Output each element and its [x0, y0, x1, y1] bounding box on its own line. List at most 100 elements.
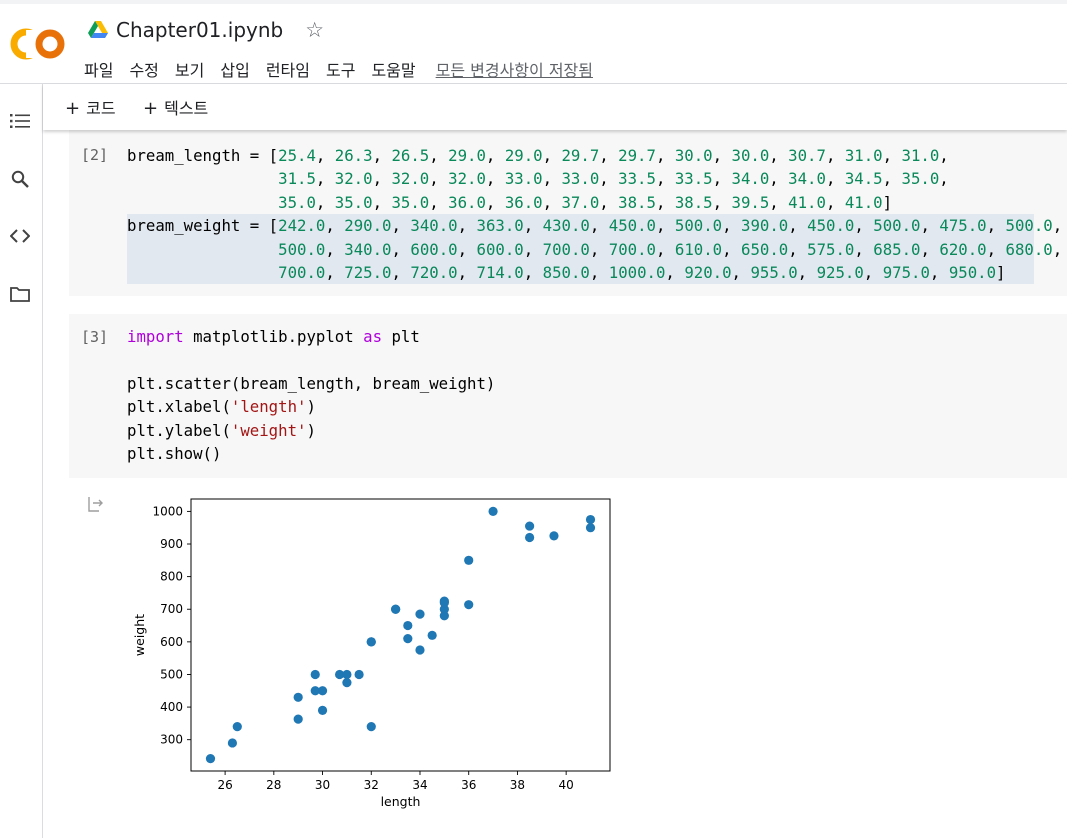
code-token-num: 600.0 [410, 239, 458, 259]
code-token: , [325, 262, 345, 282]
menu-help[interactable]: 도움말 [371, 61, 416, 80]
add-code-label: 코드 [86, 99, 116, 118]
code-token-num: 29.7 [618, 146, 656, 165]
search-icon[interactable] [9, 168, 31, 190]
google-drive-icon [88, 21, 108, 38]
code-token-num: 600.0 [476, 239, 524, 259]
code-token: , [457, 216, 477, 236]
x-tick-label: 36 [461, 778, 476, 792]
code-editor[interactable]: import matplotlib.pyplot as plt plt.scatt… [127, 325, 495, 465]
code-token-num: 32.0 [334, 169, 373, 189]
code-token-num: 35.0 [278, 192, 316, 212]
data-point [310, 686, 320, 696]
code-token: , [722, 239, 741, 259]
data-point [403, 620, 413, 631]
folder-icon[interactable] [9, 283, 31, 305]
code-token-num: 37.0 [561, 192, 600, 212]
code-token: , [372, 146, 392, 165]
code-token: , [854, 216, 874, 236]
code-token-num: 725.0 [344, 262, 392, 282]
code-token: , [712, 169, 732, 189]
data-point [525, 532, 535, 543]
star-icon[interactable]: ☆ [305, 17, 325, 42]
code-token-num: 925.0 [816, 262, 864, 282]
code-token-num: 850.0 [542, 262, 590, 282]
add-text-label: 텍스트 [164, 99, 209, 118]
code-token: , [769, 169, 789, 189]
code-token: , [825, 169, 845, 189]
code-token-num: 390.0 [741, 216, 789, 236]
code-token-num: 35.0 [391, 192, 430, 212]
menu-file[interactable]: 파일 [84, 61, 114, 80]
code-token-num: 35.0 [334, 192, 373, 212]
code-token-num: 475.0 [939, 216, 987, 236]
code-token-num: 34.0 [731, 169, 770, 189]
code-token: , [325, 216, 345, 236]
code-token-num: 41.0 [788, 192, 826, 212]
data-point [205, 754, 216, 764]
code-token: , [372, 192, 392, 212]
code-line: bream_length = [25.4, 26.3, 26.5, 29.0, … [127, 144, 1062, 167]
add-code-button[interactable]: + 코드 [65, 95, 116, 119]
menu-view[interactable]: 보기 [174, 61, 205, 80]
code-token-num: 975.0 [882, 262, 930, 282]
code-token: , [599, 169, 619, 189]
text-selection [127, 214, 1034, 284]
toc-icon[interactable] [9, 110, 31, 132]
y-tick-label: 900 [160, 537, 183, 551]
x-axis-label: length [381, 794, 421, 809]
code-token-num: 500.0 [278, 239, 326, 259]
code-token-num: 31.5 [278, 169, 316, 189]
code-token-num: 29.7 [561, 146, 600, 165]
code-token: , [542, 192, 562, 212]
data-point [227, 738, 238, 748]
data-point [439, 598, 449, 608]
code-token-num: 35.0 [901, 169, 940, 189]
code-token: , [315, 169, 335, 189]
code-token-num: 31.0 [844, 146, 883, 165]
code-token: , [797, 262, 817, 282]
data-point [391, 604, 401, 614]
code-token-num: 31.0 [901, 146, 940, 165]
save-status[interactable]: 모든 변경사항이 저장됨 [435, 61, 593, 80]
data-point [310, 669, 320, 680]
code-token: , [882, 169, 902, 189]
menu-insert[interactable]: 삽입 [220, 61, 250, 80]
code-cell-2[interactable]: [2] bream_length = [25.4, 26.3, 26.5, 29… [69, 130, 1067, 296]
x-tick-label: 40 [559, 778, 574, 792]
code-token-num: 33.0 [504, 169, 543, 189]
left-sidebar [0, 84, 43, 838]
code-token-num: 36.0 [504, 192, 543, 212]
code-editor[interactable]: bream_length = [25.4, 26.3, 26.5, 29.0, … [127, 144, 1062, 284]
code-token: , [665, 262, 685, 282]
code-token-num: 610.0 [674, 239, 723, 259]
code-token: , [485, 192, 505, 212]
menu-runtime[interactable]: 런타임 [265, 61, 310, 80]
code-token-num: 500.0 [1005, 216, 1053, 236]
menu-edit[interactable]: 수정 [129, 61, 159, 80]
code-token: , [523, 216, 543, 236]
output-actions-icon[interactable] [87, 495, 105, 513]
code-token-kw: as [363, 327, 383, 346]
code-token-num: 685.0 [873, 239, 921, 259]
data-point [439, 611, 449, 621]
add-text-button[interactable]: + 텍스트 [143, 95, 208, 119]
code-token: , [986, 216, 1006, 236]
code-snippets-icon[interactable] [9, 225, 31, 247]
notebook-title[interactable]: Chapter01.ipynb [116, 18, 284, 42]
plot-axes-frame [190, 498, 611, 772]
data-point [415, 645, 425, 655]
code-token-num: 242.0 [278, 216, 326, 236]
colab-logo[interactable] [10, 26, 66, 62]
menu-tools[interactable]: 도구 [325, 61, 356, 80]
code-token: matplotlib.pyplot [183, 327, 364, 346]
code-token: , [769, 192, 789, 212]
code-token: , [731, 262, 751, 282]
y-tick-label: 500 [160, 667, 183, 681]
code-token: , [542, 169, 562, 189]
y-axis-label: weight [132, 614, 147, 656]
code-cell-3[interactable]: [3] import matplotlib.pyplot as plt plt.s… [69, 314, 1067, 478]
code-token-num: 430.0 [542, 216, 590, 236]
code-token: , [457, 262, 477, 282]
code-token: plt.ylabel( [127, 420, 231, 440]
